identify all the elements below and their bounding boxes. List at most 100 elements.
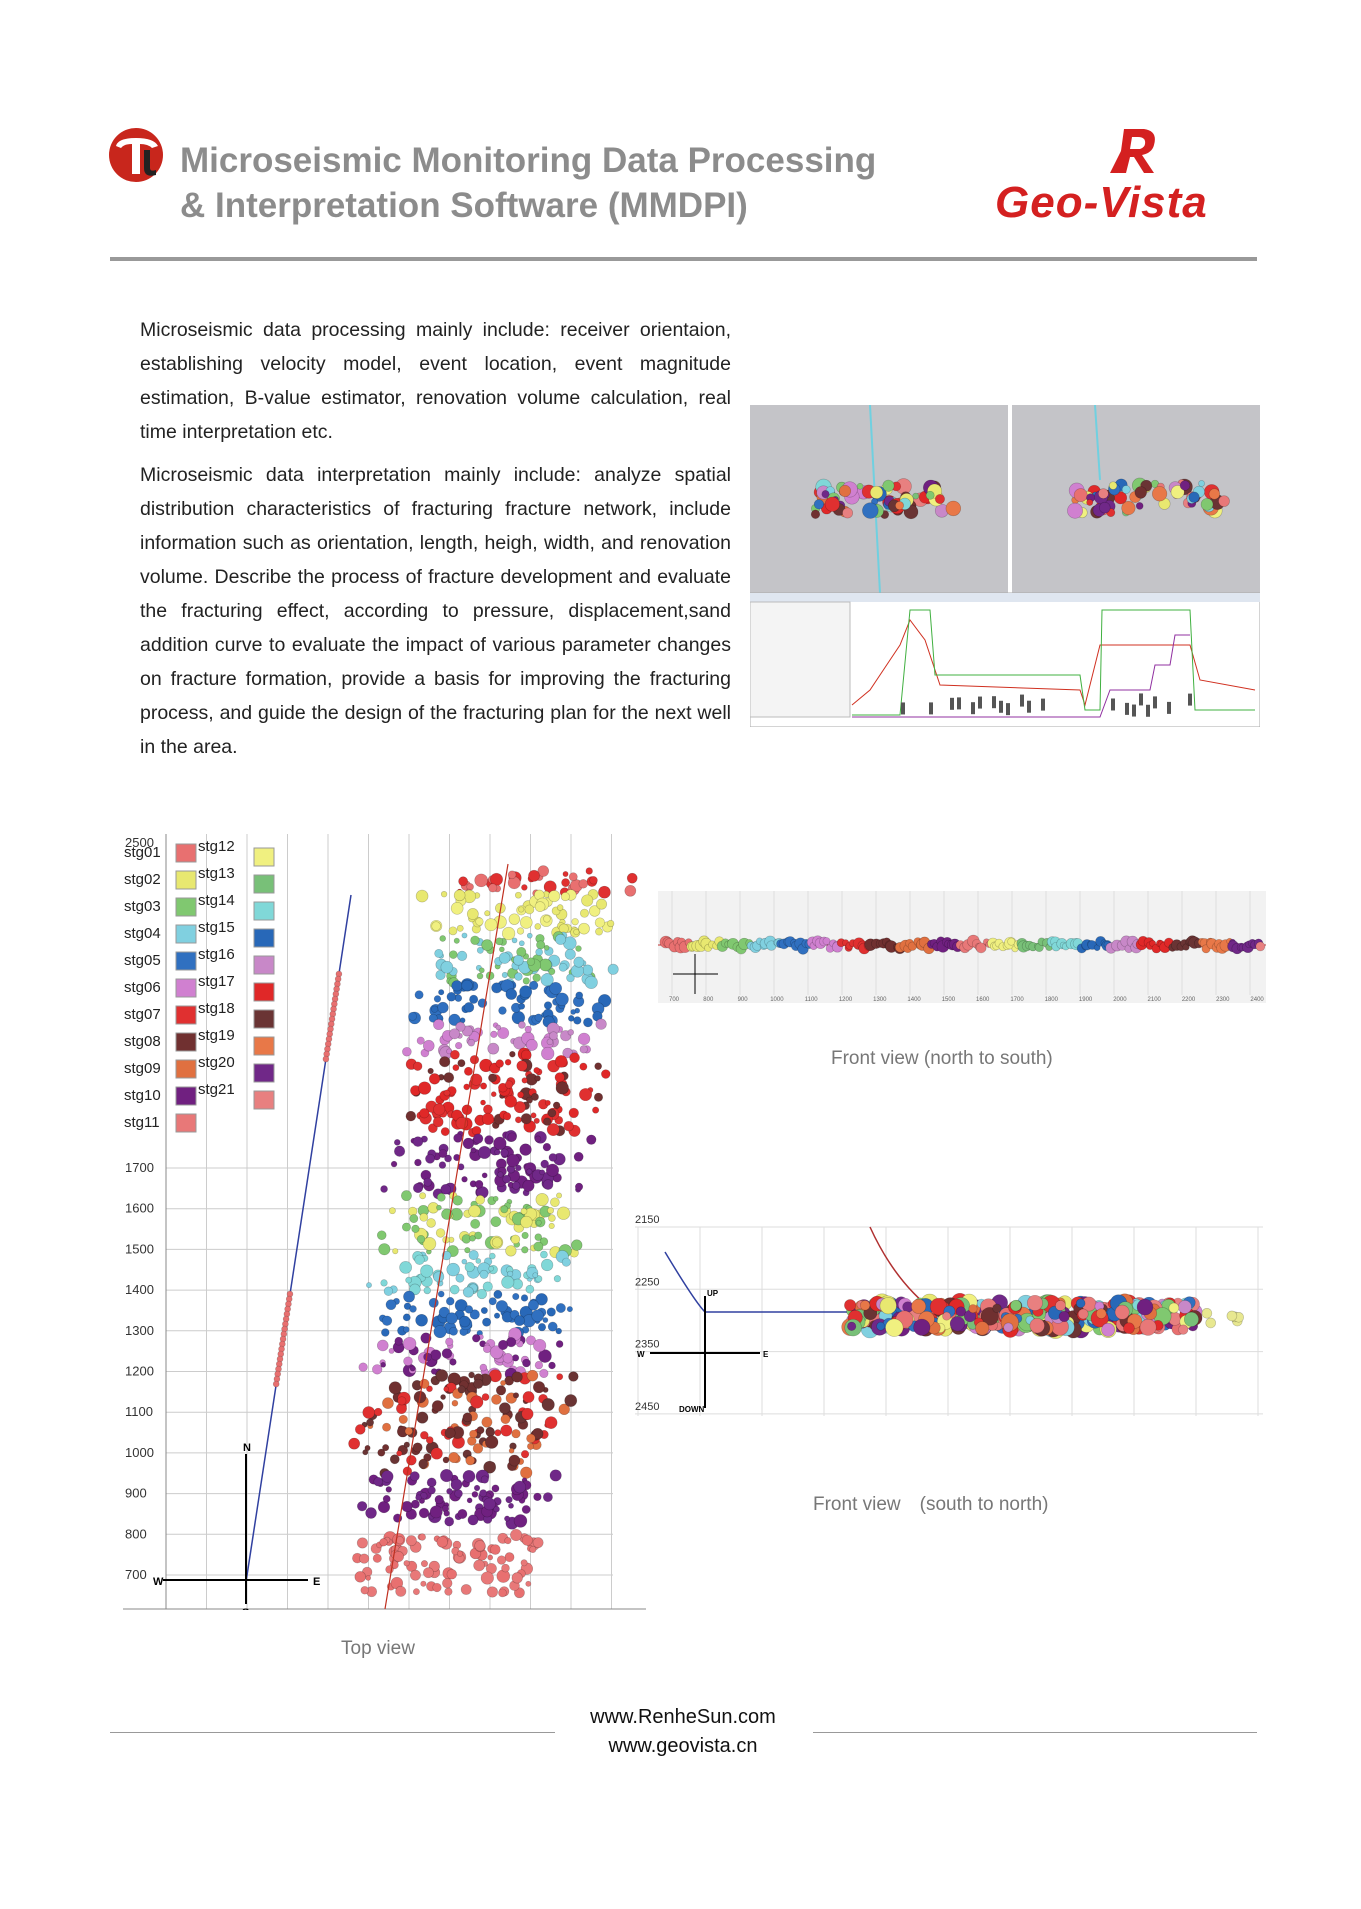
event-bubble <box>491 1394 502 1405</box>
event-bubble <box>1114 491 1128 505</box>
event-bubble <box>452 1064 460 1072</box>
event-bubble <box>462 1412 473 1423</box>
event-bubble <box>595 927 603 936</box>
event-bubble <box>513 1101 526 1114</box>
event-bubble <box>1101 1322 1116 1337</box>
event-bubble <box>1188 491 1200 503</box>
legend-swatch <box>253 901 275 921</box>
event-bubble <box>530 1112 537 1119</box>
event-bubble <box>481 1393 490 1401</box>
y-axis-label: 2150 <box>635 1214 659 1226</box>
compass-label: UP <box>707 1289 719 1298</box>
well-trace <box>1094 405 1101 481</box>
event-bubble <box>452 1195 463 1206</box>
event-bubble <box>543 944 550 951</box>
event-bubble <box>532 1272 539 1279</box>
event-bubble <box>468 1249 479 1261</box>
y-axis-label: 800 <box>125 1526 147 1541</box>
event-bubble <box>403 1441 410 1448</box>
event-bubble <box>508 1502 514 1509</box>
event-bubble <box>511 1429 521 1439</box>
event-bubble <box>1075 1298 1086 1309</box>
y-axis-label: 2500 <box>125 835 154 850</box>
event-bubble <box>545 1163 560 1177</box>
event-bubble <box>511 1181 521 1190</box>
legend-label: stg04 <box>124 925 161 942</box>
event-bubble <box>548 967 556 976</box>
event-bubble <box>475 1194 486 1205</box>
event-bubble <box>520 1559 528 1567</box>
event-bubble <box>549 1469 562 1482</box>
event-bubble <box>446 991 457 1002</box>
event-bubble <box>453 1153 461 1162</box>
event-bubble <box>579 1062 588 1071</box>
front-north-figure: 700 800 900 1000 1100 1200 1300 1400 1500 1600 170… <box>658 891 1266 1003</box>
legend-label: stg05 <box>124 952 161 969</box>
histogram-bar <box>901 702 905 715</box>
footer-rule <box>813 1732 1257 1733</box>
event-bubble <box>440 960 454 974</box>
event-bubble <box>348 1437 361 1450</box>
event-bubble <box>491 1484 500 1493</box>
event-bubble <box>453 937 460 944</box>
event-bubble <box>1058 1310 1070 1323</box>
legend-swatch <box>253 1063 275 1083</box>
event-bubble <box>495 1024 502 1031</box>
legend-label: stg18 <box>198 1000 235 1017</box>
event-bubble <box>533 1492 542 1501</box>
event-bubble <box>406 1454 417 1466</box>
event-bubble <box>490 1030 498 1038</box>
event-bubble <box>541 1258 554 1272</box>
event-bubble <box>491 1237 503 1248</box>
event-bubble <box>450 901 464 915</box>
event-bubble <box>596 898 608 910</box>
event-bubble <box>429 1505 443 1519</box>
event-bubble <box>526 957 536 966</box>
event-bubble <box>842 507 854 519</box>
event-bubble <box>821 490 830 499</box>
event-bubble <box>380 1185 388 1193</box>
event-bubble <box>468 1371 475 1379</box>
legend-label: stg01 <box>124 844 161 861</box>
event-bubble <box>1200 498 1214 511</box>
event-bubble <box>455 1041 463 1050</box>
event-bubble <box>360 1586 369 1595</box>
event-bubble <box>423 1177 433 1187</box>
event-bubble <box>422 1237 437 1251</box>
title-line: Microseismic Monitoring Data Processing <box>180 141 877 180</box>
histogram-bar <box>1041 698 1045 711</box>
event-bubble <box>409 1471 420 1482</box>
toolbar <box>750 593 1260 602</box>
event-bubble <box>942 1311 952 1321</box>
x-axis-label: 800 <box>703 997 714 1003</box>
event-bubble <box>474 1179 484 1189</box>
event-bubble <box>556 904 564 911</box>
event-bubble <box>380 1279 388 1287</box>
event-bubble <box>554 1072 565 1083</box>
event-bubble <box>526 1433 536 1444</box>
event-bubble <box>418 1533 426 1541</box>
legend-label: stg13 <box>198 865 235 882</box>
event-bubble <box>573 956 585 968</box>
top-view-figure: 2500 1700 1600 1500 1400 1300 1200 1100 1000 900 8… <box>123 834 646 1610</box>
event-bubble <box>945 500 962 517</box>
event-bubble <box>475 1258 482 1264</box>
event-bubble <box>810 509 821 519</box>
event-bubble <box>476 1288 488 1300</box>
event-bubble <box>489 1345 504 1359</box>
event-bubble <box>448 926 458 936</box>
event-bubble <box>436 1192 446 1202</box>
event-bubble <box>491 982 503 994</box>
event-bubble <box>522 1391 535 1403</box>
event-bubble <box>949 1316 966 1332</box>
event-bubble <box>476 1426 485 1435</box>
event-bubble <box>513 1480 527 1494</box>
event-bubble <box>382 1444 390 1452</box>
x-axis-label: 2200 <box>1182 997 1196 1003</box>
event-bubble <box>440 1127 450 1137</box>
histogram-bar <box>957 697 961 710</box>
event-bubble <box>508 1447 515 1454</box>
event-bubble <box>385 1299 397 1311</box>
event-bubble <box>502 1352 514 1364</box>
event-bubble <box>418 1507 430 1519</box>
